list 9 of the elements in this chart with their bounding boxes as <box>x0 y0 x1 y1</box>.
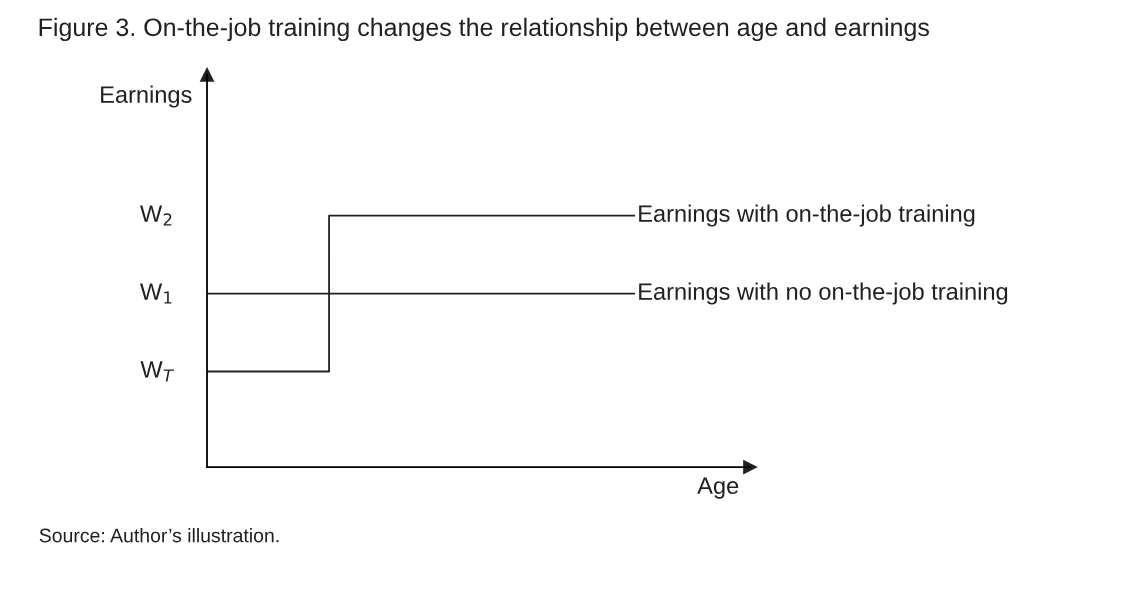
source-note: Source: Author’s illustration. <box>39 528 279 543</box>
text: W$_{2}$ <box>140 205 172 226</box>
series-label: Earnings with on-the-job training <box>639 204 975 227</box>
y-axis-title: Earnings <box>101 85 192 108</box>
chart-title: Figure 3. On-the-job training changes the relationship between age and earnings <box>39 17 929 42</box>
text: W$_{1}$ <box>140 283 172 304</box>
text: W$_{T}$ <box>140 361 175 382</box>
x-axis-title: Age <box>697 477 739 499</box>
series-label: Earnings with no on-the-job training <box>639 282 1008 305</box>
